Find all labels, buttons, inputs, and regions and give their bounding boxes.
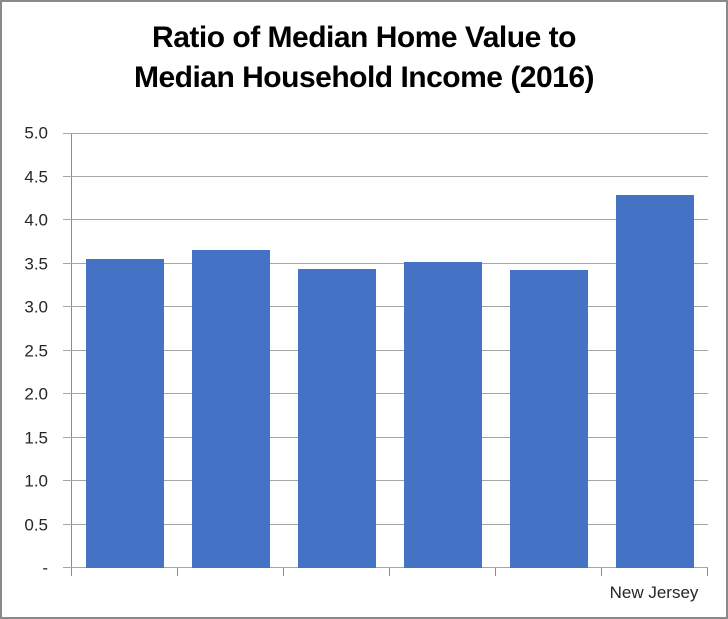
- gridline: [63, 262, 708, 264]
- bar: [509, 270, 588, 568]
- y-tick-label: 2.5: [24, 341, 48, 360]
- y-tick-label: 0.5: [24, 515, 48, 534]
- gridline: [63, 133, 708, 134]
- x-axis-tick: [707, 568, 708, 576]
- chart-title-line-1: Ratio of Median Home Value to: [152, 21, 576, 54]
- gridline: [63, 349, 708, 351]
- y-tick-label: 4.5: [24, 167, 48, 186]
- plot-area: [63, 133, 708, 576]
- x-category-label: [177, 582, 283, 604]
- x-axis-tick: [71, 568, 72, 576]
- bar: [191, 249, 270, 568]
- x-category-label: [283, 582, 389, 604]
- x-axis-tick: [282, 568, 284, 576]
- y-tick-label: 2.0: [24, 384, 48, 404]
- y-tick-label: 1.5: [24, 428, 48, 447]
- y-tick-label: 3.0: [24, 297, 48, 317]
- bar: [615, 194, 694, 568]
- y-tick-label: 1.0: [24, 471, 48, 491]
- y-tick-label: 5.0: [24, 123, 48, 143]
- gridline: [63, 436, 708, 438]
- gridline: [63, 306, 708, 307]
- chart-title-line-2: Median Household Income (2016): [133, 61, 595, 94]
- gridline: [63, 523, 708, 525]
- x-category-label: [71, 582, 177, 604]
- x-axis: New Jersey: [71, 582, 707, 604]
- bar: [85, 259, 164, 568]
- y-axis: - 0.5 1.0 1.5 2.0 2.5 3.0 3.5 4.0 4.5 5.0: [2, 125, 48, 577]
- bar: [297, 268, 376, 568]
- gridline: [63, 567, 708, 568]
- x-category-label: [495, 582, 601, 604]
- bar: [403, 261, 482, 568]
- y-tick-label: 4.0: [24, 210, 48, 230]
- x-category-label: [389, 582, 495, 604]
- x-axis-tick: [601, 568, 602, 576]
- gridline: [63, 393, 708, 394]
- gridline: [63, 175, 708, 177]
- y-tick-label: -: [42, 558, 48, 578]
- gridline: [63, 219, 708, 220]
- x-axis-tick: [389, 568, 390, 576]
- x-category-label: New Jersey: [609, 583, 699, 602]
- gridline: [63, 480, 708, 481]
- x-axis-tick: [494, 568, 496, 576]
- x-axis-tick: [176, 568, 178, 576]
- chart-title: Ratio of Median Home Value to Median Hou…: [2, 18, 726, 98]
- y-tick-label: 3.5: [24, 254, 48, 273]
